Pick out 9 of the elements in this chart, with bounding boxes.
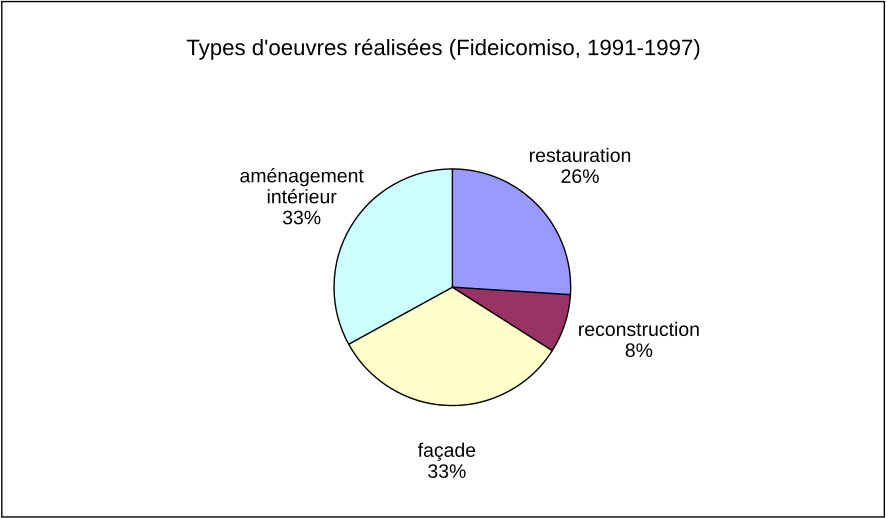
data-label: 33% — [282, 210, 320, 224]
slice-label: aménagement intérieur — [240, 168, 364, 204]
slice-label: façade — [418, 442, 476, 461]
data-label: 8% — [626, 343, 652, 358]
slice-label: restauration — [530, 148, 630, 162]
slice-label: reconstruction — [579, 322, 699, 336]
chart-title: Types d'oeuvres réalisées (Fideicomiso, 1991-1997) — [186, 38, 700, 60]
data-label: 26% — [562, 169, 599, 184]
data-label: 33% — [428, 464, 466, 478]
